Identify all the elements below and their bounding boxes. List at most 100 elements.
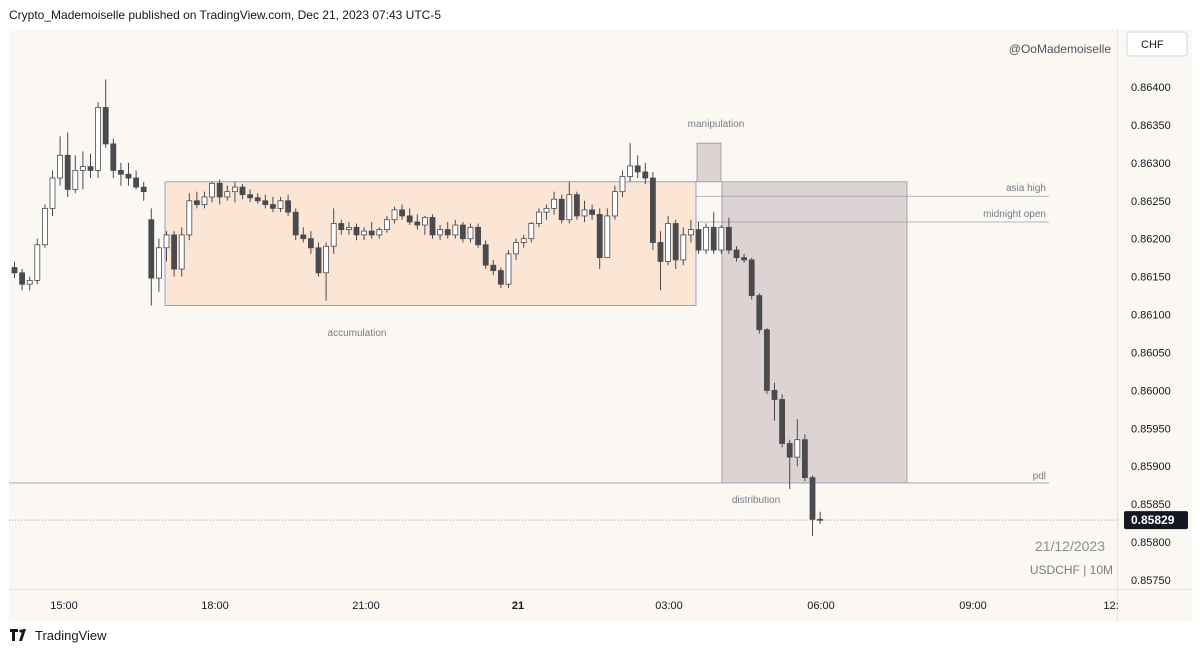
candle-body: [657, 242, 664, 262]
candle: [323, 242, 330, 301]
x-tick-label: 12:: [1103, 600, 1118, 612]
candle: [452, 219, 459, 239]
candle: [239, 184, 246, 200]
candle-body: [665, 223, 671, 262]
watermark-user: @OoMademoiselle: [1009, 42, 1112, 56]
candle-body: [376, 229, 383, 236]
candle: [490, 259, 497, 276]
candle-body: [596, 214, 603, 259]
footer-brand[interactable]: TradingView: [35, 628, 107, 643]
candle-body: [680, 234, 687, 261]
x-tick-label: 18:00: [201, 600, 229, 612]
candle-body: [490, 264, 497, 271]
x-tick-label: 06:00: [807, 600, 835, 612]
candle: [330, 208, 337, 254]
candle-body: [338, 223, 345, 230]
candle-body: [269, 204, 276, 209]
candle: [11, 261, 18, 279]
candle-body: [300, 234, 307, 240]
y-tick-label: 0.86250: [1131, 196, 1171, 208]
candle: [421, 215, 428, 235]
candle: [513, 238, 520, 260]
y-tick-label: 0.86300: [1131, 158, 1171, 170]
candle-body: [612, 191, 618, 217]
candle-body: [80, 166, 86, 171]
candle-body: [634, 165, 641, 173]
candle-body: [186, 200, 193, 236]
candle: [353, 223, 360, 241]
candle-body: [794, 439, 801, 458]
candle: [163, 231, 170, 262]
watermark-date: 21/12/2023: [1035, 538, 1105, 554]
candle: [262, 194, 269, 209]
candle: [269, 196, 276, 213]
candle: [57, 136, 63, 186]
candle: [467, 223, 474, 243]
candle: [650, 171, 656, 251]
candle: [285, 194, 292, 216]
candle: [604, 208, 611, 259]
candle-body: [64, 154, 71, 190]
candle-body: [459, 224, 466, 240]
candle-body: [817, 518, 823, 521]
candle-body: [482, 244, 489, 266]
candle: [247, 189, 254, 203]
candle: [703, 223, 709, 254]
candle-body: [125, 173, 132, 179]
axes: 0.86400 0.86350 0.86300 0.86250 0.86200 0.861…: [9, 29, 1192, 621]
candle: [118, 162, 124, 186]
candle: [634, 155, 641, 179]
currency-button-frame[interactable]: [1126, 31, 1188, 57]
candle-body: [34, 244, 41, 281]
candle-body: [353, 226, 360, 236]
candle-body: [672, 223, 679, 261]
candle: [627, 143, 633, 182]
candle: [459, 222, 466, 243]
candle: [361, 227, 368, 241]
candle-body: [558, 198, 565, 221]
candle-body: [216, 182, 223, 198]
candle: [672, 219, 679, 270]
tradingview-logo-icon[interactable]: [10, 628, 30, 643]
manipulation-label: manipulation: [688, 119, 745, 130]
candle-body: [802, 439, 808, 479]
candle: [444, 222, 451, 239]
candle: [95, 102, 101, 179]
candle-body: [574, 194, 580, 217]
annotation-zones: [9, 142, 1117, 521]
candle-body: [49, 177, 56, 209]
candle-body: [475, 226, 482, 246]
candle: [809, 475, 816, 537]
candle: [406, 208, 413, 226]
currency-label[interactable]: CHF: [1141, 39, 1164, 51]
candle: [520, 234, 527, 248]
candle-body: [345, 226, 352, 230]
candle: [817, 511, 823, 524]
candle: [528, 222, 535, 243]
x-tick-label: 15:00: [50, 600, 78, 612]
candle-body: [118, 170, 124, 175]
candle-body: [361, 230, 368, 236]
candle: [688, 219, 694, 243]
candle-body: [201, 196, 208, 205]
candle-body: [277, 200, 284, 209]
candle-body: [414, 221, 421, 226]
candle: [566, 181, 573, 224]
candle: [543, 204, 550, 220]
distribution-zone: [721, 181, 908, 484]
candle-body: [421, 217, 428, 226]
candle-body: [72, 170, 79, 190]
candle-body: [368, 230, 375, 236]
candle-body: [695, 229, 702, 251]
candle: [231, 181, 238, 203]
candlestick-chart[interactable]: accumulation manipulation distribution asia…: [9, 29, 1192, 621]
candle-body: [536, 211, 542, 224]
currency-button[interactable]: CHF: [1126, 31, 1188, 57]
candle-body: [57, 154, 63, 179]
candle-body: [619, 176, 626, 193]
candle: [216, 179, 223, 205]
candle: [254, 193, 261, 204]
candle: [42, 204, 48, 248]
candle-body: [224, 191, 231, 198]
candle: [201, 191, 208, 209]
